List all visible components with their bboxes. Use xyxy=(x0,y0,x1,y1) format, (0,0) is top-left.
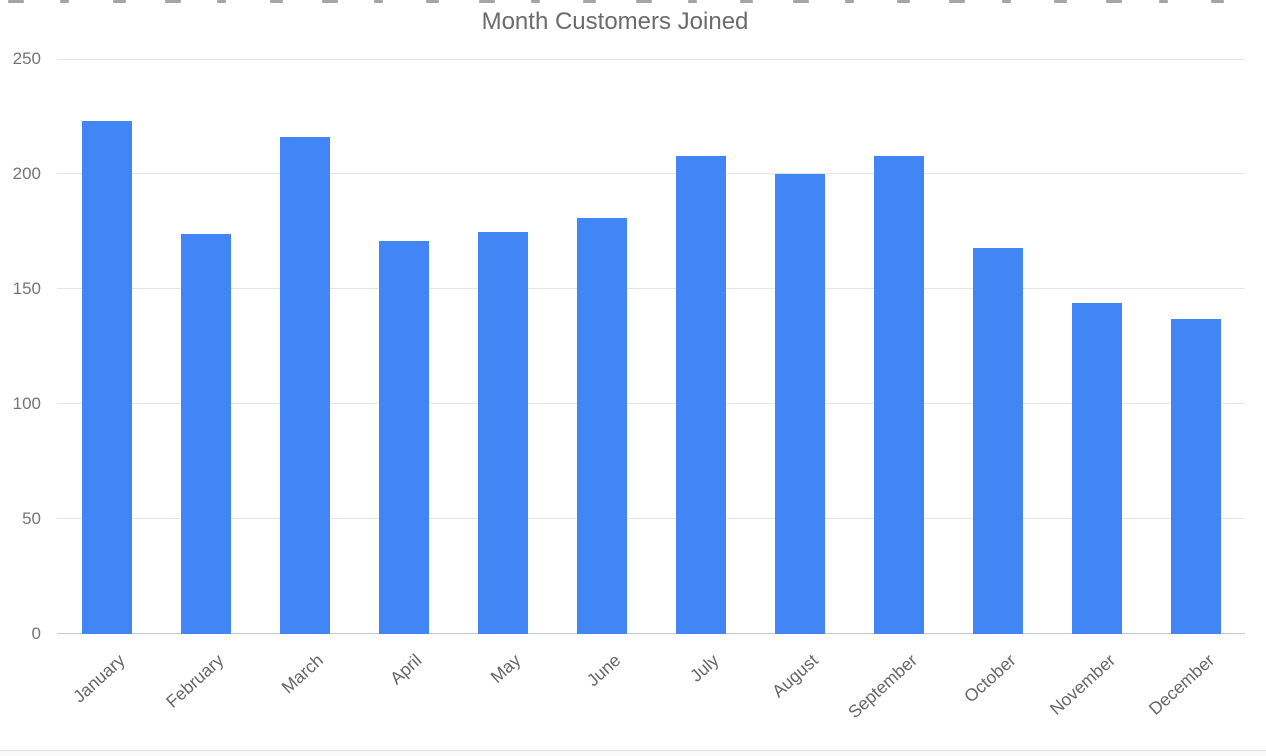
clipped-glyph-mark xyxy=(1210,0,1224,3)
clipped-glyph-mark xyxy=(8,0,24,3)
x-axis-label-april: April xyxy=(386,650,426,689)
gridline xyxy=(57,288,1245,289)
clipped-glyph-mark xyxy=(374,0,384,3)
bar-november[interactable] xyxy=(1071,302,1122,634)
bar-january[interactable] xyxy=(81,121,132,634)
clipped-glyph-mark xyxy=(426,0,440,3)
y-axis-tick-label: 250 xyxy=(12,49,41,68)
y-axis-tick-label: 50 xyxy=(22,509,41,528)
clipped-glyph-mark xyxy=(897,0,911,3)
clipped-glyph-mark xyxy=(844,0,854,3)
clipped-glyph-mark xyxy=(112,0,126,3)
clipped-glyph-mark xyxy=(1106,0,1123,3)
x-axis-label-december: December xyxy=(1144,650,1218,719)
x-axis-label-february: February xyxy=(162,650,228,712)
clipped-glyph-mark xyxy=(949,0,966,3)
clipped-glyph-mark xyxy=(217,0,227,3)
gridline xyxy=(57,173,1245,174)
x-axis-label-march: March xyxy=(277,650,327,698)
gridline xyxy=(57,518,1245,519)
bar-june[interactable] xyxy=(576,217,627,634)
clipped-row-top xyxy=(0,0,1266,5)
clipped-glyph-mark xyxy=(1158,0,1168,3)
bar-december[interactable] xyxy=(1170,318,1221,634)
x-axis-label-august: August xyxy=(768,650,822,702)
bar-may[interactable] xyxy=(477,231,528,634)
gridline xyxy=(57,59,1245,60)
clipped-glyph-mark xyxy=(269,0,283,3)
bar-april[interactable] xyxy=(378,240,429,634)
clipped-glyph-mark xyxy=(60,0,70,3)
clipped-glyph-mark xyxy=(740,0,754,3)
x-axis-label-january: January xyxy=(69,650,129,707)
bar-october[interactable] xyxy=(972,247,1023,634)
bottom-edge-fill xyxy=(0,751,1266,756)
clipped-glyph-mark xyxy=(531,0,540,3)
clipped-glyph-mark xyxy=(478,0,495,3)
clipped-glyph-mark xyxy=(792,0,809,3)
x-axis-label-july: July xyxy=(686,650,723,686)
baseline xyxy=(57,633,1245,634)
x-axis-label-june: June xyxy=(582,650,624,691)
plot-area xyxy=(57,59,1245,634)
bar-march[interactable] xyxy=(279,137,330,634)
y-axis-tick-label: 150 xyxy=(12,279,41,298)
y-axis: 0 50 100 150 200 250 xyxy=(0,49,41,643)
x-axis-label-september: September xyxy=(843,650,921,723)
bar-august[interactable] xyxy=(774,174,825,634)
gridline xyxy=(57,403,1245,404)
clipped-glyph-mark xyxy=(635,0,652,3)
clipped-glyph-mark xyxy=(164,0,181,3)
y-axis-tick-label: 0 xyxy=(31,624,41,643)
bottom-edge-line xyxy=(0,750,1266,751)
y-axis-tick-label: 200 xyxy=(12,164,41,183)
bar-september[interactable] xyxy=(873,155,924,634)
bar-february[interactable] xyxy=(180,233,231,634)
clipped-glyph-mark xyxy=(687,0,697,3)
x-axis-label-october: October xyxy=(960,650,1020,707)
y-axis-tick-label: 100 xyxy=(12,394,41,413)
clipped-glyph-mark xyxy=(1054,0,1067,3)
clipped-glyph-mark xyxy=(321,0,338,3)
clipped-glyph-mark xyxy=(1001,0,1011,3)
chart-title: Month Customers Joined xyxy=(481,8,749,35)
bar-july[interactable] xyxy=(675,155,726,634)
x-axis-label-november: November xyxy=(1045,650,1119,719)
clipped-glyph-mark xyxy=(583,0,597,3)
x-axis-label-may: May xyxy=(486,650,525,687)
